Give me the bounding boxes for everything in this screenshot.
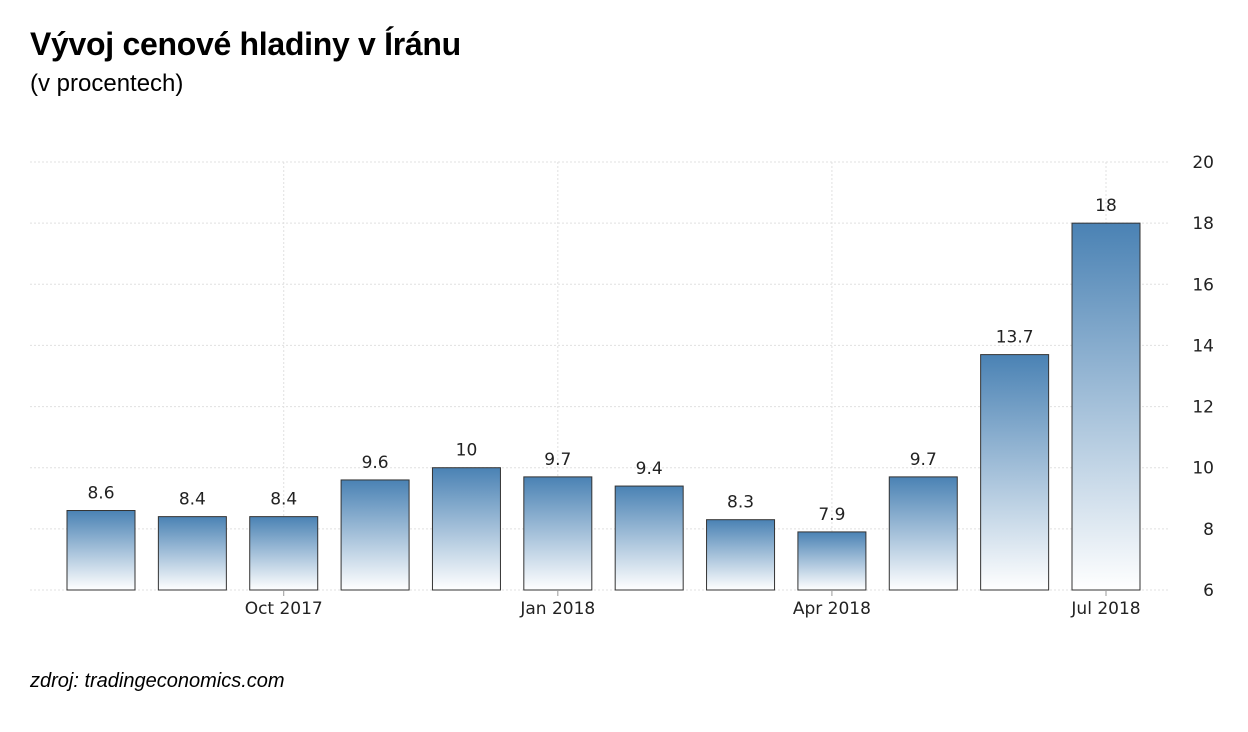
y-tick-label: 8 — [1203, 520, 1214, 540]
bar — [614, 485, 684, 591]
bar — [431, 467, 501, 591]
data-label: 7.9 — [818, 505, 845, 525]
bar — [980, 354, 1050, 591]
x-tick-label: Jul 2018 — [1070, 599, 1140, 619]
bar — [706, 519, 776, 591]
bar — [66, 510, 136, 591]
x-tick-label: Jan 2018 — [519, 599, 595, 619]
y-tick-label: 18 — [1192, 214, 1214, 234]
chart-subtitle: (v procentech) — [30, 70, 184, 97]
bar — [249, 516, 319, 591]
data-label: 8.4 — [179, 490, 206, 510]
data-label: 9.4 — [636, 459, 663, 479]
y-tick-label: 12 — [1192, 398, 1214, 418]
y-axis: 6 8 10 12 14 16 18 20 — [1192, 153, 1214, 601]
x-axis: Oct 2017 Jan 2018 Apr 2018 Jul 2018 — [245, 590, 1141, 619]
y-tick-label: 10 — [1192, 459, 1214, 479]
bar — [157, 516, 227, 591]
y-tick-label: 16 — [1192, 275, 1214, 295]
bars — [66, 222, 1141, 591]
y-tick-label: 20 — [1192, 153, 1214, 173]
bar — [523, 476, 593, 591]
chart-title: Vývoj cenové hladiny v Íránu — [30, 26, 461, 62]
x-tick-label: Apr 2018 — [793, 599, 871, 619]
data-label: 8.4 — [270, 490, 297, 510]
bar — [888, 476, 958, 591]
data-label: 10 — [456, 441, 478, 461]
bar — [340, 479, 410, 591]
bar — [797, 531, 867, 591]
data-label: 13.7 — [996, 328, 1034, 348]
data-labels: 8.6 8.4 8.4 9.6 10 9.7 9.4 8.3 7.9 9.7 13.7 18 — [87, 196, 1116, 525]
data-label: 9.7 — [544, 450, 571, 470]
data-label: 9.6 — [362, 453, 389, 473]
data-label: 8.3 — [727, 493, 754, 513]
bar — [1071, 222, 1141, 591]
y-tick-label: 6 — [1203, 581, 1214, 601]
data-label: 9.7 — [910, 450, 937, 470]
x-tick-label: Oct 2017 — [245, 599, 323, 619]
data-label: 8.6 — [87, 484, 114, 504]
source-note: zdroj: tradingeconomics.com — [30, 670, 285, 692]
data-label: 18 — [1095, 196, 1117, 216]
y-tick-label: 14 — [1192, 336, 1214, 356]
